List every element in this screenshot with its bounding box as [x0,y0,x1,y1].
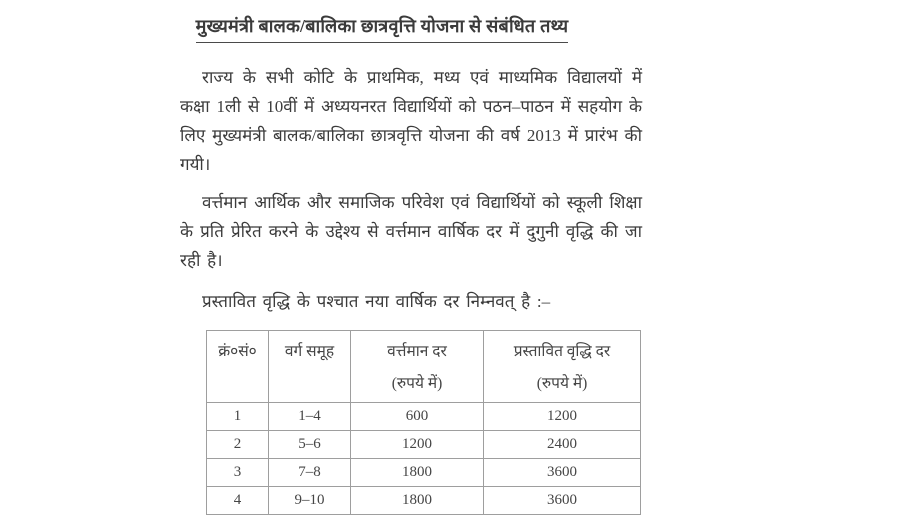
header-proposed-rate: प्रस्तावित वृद्धि दर (रुपये में) [483,330,641,403]
header-proposed-rate-label: प्रस्तावित वृद्धि दर [513,343,611,360]
document-title-text: मुख्यमंत्री बालक/बालिका छात्रवृत्ति योजन… [195,14,569,43]
header-current-rate-unit: (रुपये में) [391,375,443,392]
table-header-row: क्रं०सं० वर्ग समूह वर्त्तमान दर (रुपये म… [206,330,641,403]
cell-serial: 4 [206,486,269,515]
document-title: मुख्यमंत्री बालक/बालिका छात्रवृत्ति योजन… [180,14,584,43]
cell-current-rate: 600 [350,402,484,431]
cell-proposed-rate: 2400 [483,430,641,459]
table-row: 4 9–10 1800 3600 [206,486,641,515]
cell-class-group: 1–4 [268,402,351,431]
cell-serial: 3 [206,458,269,487]
table-row: 2 5–6 1200 2400 [206,430,641,459]
cell-current-rate: 1800 [350,458,484,487]
cell-current-rate: 1200 [350,430,484,459]
cell-class-group: 7–8 [268,458,351,487]
paragraph-scheme-intro: राज्य के सभी कोटि के प्राथमिक, मध्य एवं … [180,68,642,174]
cell-serial: 2 [206,430,269,459]
cell-class-group: 9–10 [268,486,351,515]
paragraph-table-lead-in: प्रस्तावित वृद्धि के पश्चात नया वार्षिक … [202,292,551,311]
cell-class-group: 5–6 [268,430,351,459]
table-row: 3 7–8 1800 3600 [206,458,641,487]
header-current-rate: वर्त्तमान दर (रुपये में) [350,330,484,403]
document-page: मुख्यमंत्री बालक/बालिका छात्रवृत्ति योजन… [180,6,642,515]
scholarship-rates-table: क्रं०सं० वर्ग समूह वर्त्तमान दर (रुपये म… [206,330,641,515]
cell-proposed-rate: 3600 [483,458,641,487]
header-serial-number-label: क्रं०सं० [218,343,257,360]
header-class-group: वर्ग समूह [268,330,351,403]
header-current-rate-label: वर्त्तमान दर [387,343,447,360]
cell-proposed-rate: 1200 [483,402,641,431]
header-class-group-label: वर्ग समूह [284,343,335,360]
cell-serial: 1 [206,402,269,431]
cell-current-rate: 1800 [350,486,484,515]
header-proposed-rate-unit: (रुपये में) [536,375,588,392]
cell-proposed-rate: 3600 [483,486,641,515]
paragraph-rate-increase: वर्त्तमान आर्थिक और समाजिक परिवेश एवं वि… [180,193,642,270]
table-row: 1 1–4 600 1200 [206,402,641,431]
header-serial-number: क्रं०सं० [206,330,269,403]
